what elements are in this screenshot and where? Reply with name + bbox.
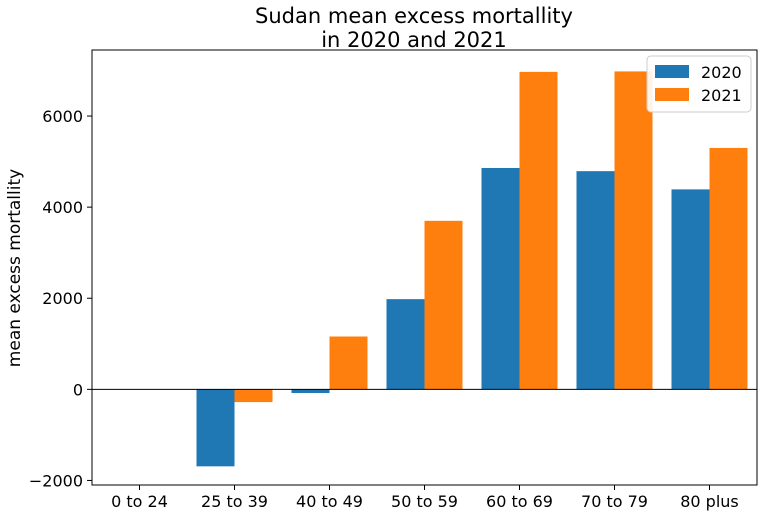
chart-title-line-1: Sudan mean excess mortallity [255, 4, 573, 28]
y-axis-label: mean excess mortallity [5, 169, 25, 367]
legend: 2020 2021 [646, 55, 752, 113]
bar-2020-3 [386, 299, 425, 390]
y-tick-label: −2000 [29, 471, 83, 490]
plot-frame [91, 49, 758, 486]
bar-2020-5 [576, 171, 615, 390]
y-tick-label: 6000 [42, 107, 83, 126]
bar-2021-4 [519, 71, 558, 390]
bar-2021-6 [709, 147, 748, 390]
legend-swatch-2020 [655, 65, 689, 78]
x-axis: 0 to 24 25 to 39 40 to 49 50 to 59 60 to 69 7… [111, 485, 739, 511]
x-tick-label: 40 to 49 [296, 492, 363, 511]
legend-label-2021: 2021 [701, 86, 742, 105]
bar-2020-6 [671, 189, 710, 390]
legend-label-2020: 2020 [701, 63, 742, 82]
chart-title-line-2: in 2020 and 2021 [321, 28, 507, 52]
x-tick-label: 0 to 24 [111, 492, 168, 511]
bar-2020-4 [481, 167, 520, 390]
x-tick-label: 80 plus [680, 492, 739, 511]
y-tick-label: 4000 [42, 198, 83, 217]
bar-2021-1 [234, 389, 273, 403]
x-tick-label: 50 to 59 [391, 492, 458, 511]
y-axis: −2000 0 2000 4000 6000 [29, 107, 92, 490]
legend-swatch-2021 [655, 88, 689, 101]
bar-2021-5 [614, 71, 653, 390]
x-tick-label: 60 to 69 [486, 492, 553, 511]
bar-2021-2 [329, 336, 368, 390]
y-tick-label: 2000 [42, 289, 83, 308]
bars-group [196, 71, 748, 467]
x-tick-label: 25 to 39 [201, 492, 268, 511]
x-tick-label: 70 to 79 [581, 492, 648, 511]
y-tick-label: 0 [73, 380, 83, 399]
bar-2020-1 [196, 389, 235, 467]
bar-2020-2 [291, 389, 330, 393]
bar-2021-3 [424, 220, 463, 390]
